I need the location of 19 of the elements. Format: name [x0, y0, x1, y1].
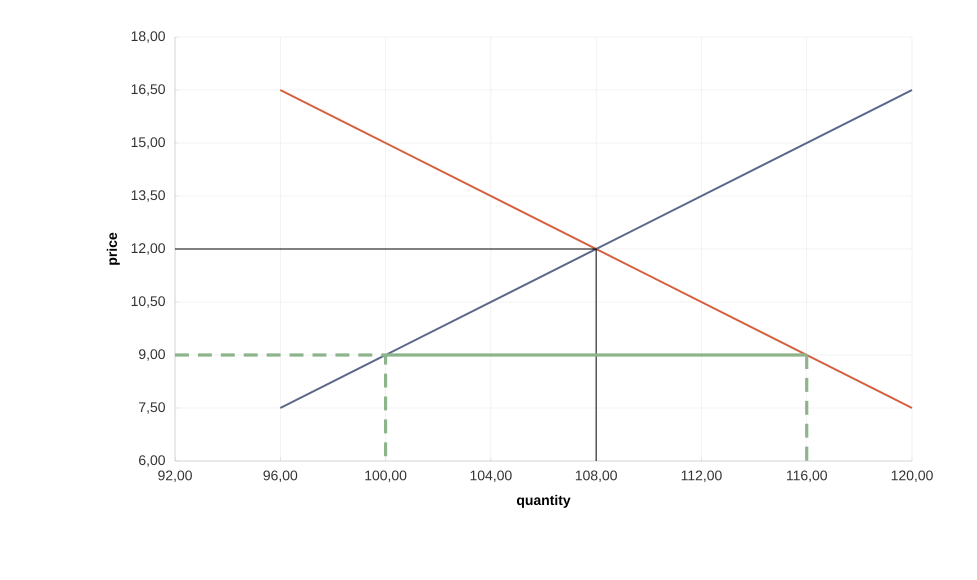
y-tick-label: 13,50	[132, 190, 165, 202]
y-tick-label: 10,50	[132, 296, 165, 308]
y-tick-label: 6,00	[139, 455, 165, 467]
x-tick-label: 96,00	[263, 470, 298, 482]
x-tick-label: 92,00	[158, 470, 192, 482]
y-tick-label: 16,50	[132, 84, 165, 96]
x-tick-label: 120,00	[892, 470, 933, 482]
y-tick-label: 18,00	[132, 31, 165, 43]
x-tick-label: 100,00	[365, 470, 406, 482]
y-tick-label: 12,00	[132, 243, 165, 255]
x-tick-label: 104,00	[470, 470, 512, 482]
y-tick-label: 9,00	[139, 349, 165, 361]
x-tick-label: 116,00	[786, 470, 827, 482]
y-axis-title: price	[106, 232, 120, 265]
x-tick-label: 108,00	[576, 470, 617, 482]
y-tick-label: 7,50	[139, 402, 165, 414]
y-tick-label: 15,00	[132, 137, 165, 149]
x-axis-title: quantity	[516, 494, 571, 508]
x-tick-label: 112,00	[682, 470, 722, 482]
